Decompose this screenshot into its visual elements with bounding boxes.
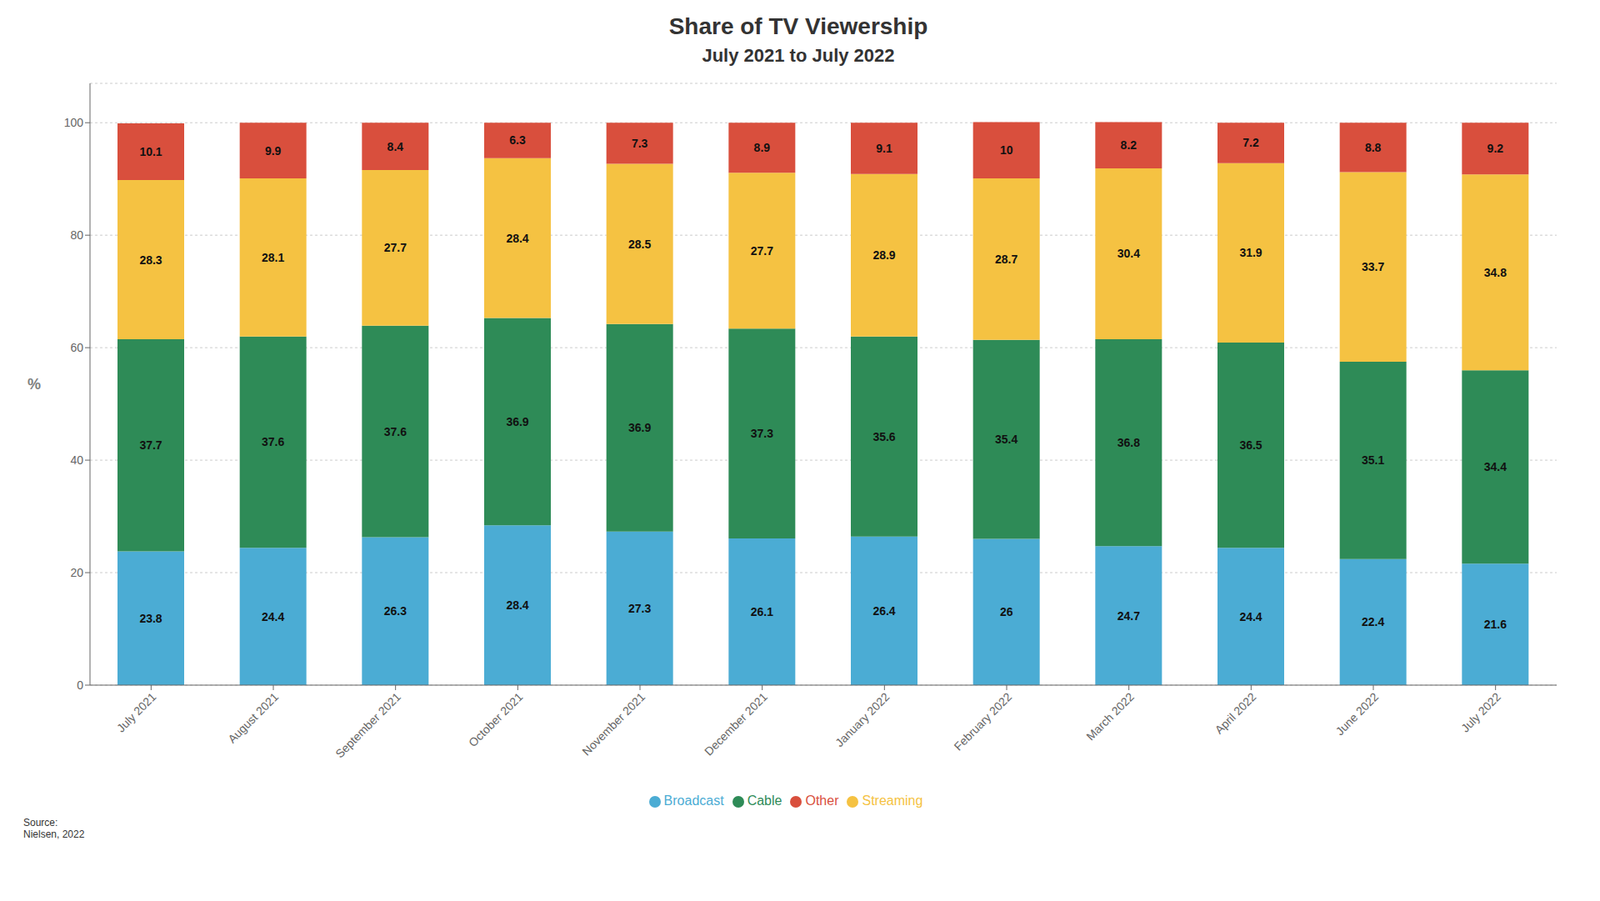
svg-text:26.3: 26.3 xyxy=(384,604,407,618)
svg-text:8.2: 8.2 xyxy=(1120,138,1138,152)
svg-text:36.5: 36.5 xyxy=(1239,438,1262,452)
svg-text:28.4: 28.4 xyxy=(505,231,529,245)
svg-text:30.4: 30.4 xyxy=(1117,246,1140,260)
svg-text:July 2021: July 2021 xyxy=(114,690,160,735)
svg-text:37.3: 37.3 xyxy=(750,426,774,440)
svg-text:33.7: 33.7 xyxy=(1361,260,1385,274)
svg-text:28.1: 28.1 xyxy=(261,250,285,265)
svg-text:November 2021: November 2021 xyxy=(579,690,648,759)
svg-text:100: 100 xyxy=(64,115,85,130)
html-text:Share of TV Viewership: Share of TV Viewership xyxy=(668,13,928,40)
svg-text:31.9: 31.9 xyxy=(1239,245,1262,260)
svg-text:7.2: 7.2 xyxy=(1242,135,1260,150)
svg-text:26.1: 26.1 xyxy=(750,605,774,619)
svg-text:April 2022: April 2022 xyxy=(1212,690,1260,737)
svg-text:37.6: 37.6 xyxy=(384,425,407,439)
svg-text:60: 60 xyxy=(70,340,84,355)
svg-text:40: 40 xyxy=(70,453,84,467)
svg-text:28.3: 28.3 xyxy=(139,253,162,267)
svg-text:8.8: 8.8 xyxy=(1365,140,1382,155)
svg-text:34.4: 34.4 xyxy=(1484,460,1507,474)
svg-text:35.1: 35.1 xyxy=(1361,453,1385,467)
svg-text:26: 26 xyxy=(1000,605,1014,619)
svg-text:9.2: 9.2 xyxy=(1487,141,1505,155)
svg-text:24.4: 24.4 xyxy=(1239,610,1262,624)
svg-text:36.9: 36.9 xyxy=(505,415,529,429)
svg-text:10.1: 10.1 xyxy=(139,145,162,159)
svg-text:28.4: 28.4 xyxy=(505,598,529,612)
html-text:July 2021 to July 2022: July 2021 to July 2022 xyxy=(702,45,895,66)
html-text:Cable: Cable xyxy=(747,793,783,808)
svg-text:80: 80 xyxy=(70,228,84,242)
svg-text:%: % xyxy=(27,375,41,393)
svg-text:26.4: 26.4 xyxy=(872,604,895,618)
svg-text:28.5: 28.5 xyxy=(628,237,651,251)
html-text:Source: Nielsen, 2022: Source: Nielsen, 2022 xyxy=(23,816,85,840)
svg-text:35.6: 35.6 xyxy=(872,430,895,444)
svg-text:21.6: 21.6 xyxy=(1484,617,1507,631)
svg-text:20: 20 xyxy=(70,565,84,580)
svg-text:9.9: 9.9 xyxy=(265,144,282,158)
svg-text:22.4: 22.4 xyxy=(1361,615,1385,629)
svg-text:10: 10 xyxy=(1000,143,1014,157)
html-text:Streaming: Streaming xyxy=(862,793,923,808)
svg-text:27.3: 27.3 xyxy=(628,601,651,615)
svg-text:September 2021: September 2021 xyxy=(332,690,404,761)
svg-text:8.4: 8.4 xyxy=(387,140,405,154)
svg-text:9.1: 9.1 xyxy=(875,141,893,155)
svg-text:27.7: 27.7 xyxy=(384,240,407,255)
html-text:Broadcast: Broadcast xyxy=(663,793,724,808)
svg-text:August 2021: August 2021 xyxy=(225,690,281,746)
svg-text:0: 0 xyxy=(76,678,84,692)
svg-text:January 2022: January 2022 xyxy=(832,690,892,750)
svg-text:June 2022: June 2022 xyxy=(1333,690,1382,739)
svg-text:24.4: 24.4 xyxy=(261,610,285,624)
svg-text:36.8: 36.8 xyxy=(1117,435,1140,450)
svg-text:October 2021: October 2021 xyxy=(465,690,525,750)
svg-text:28.9: 28.9 xyxy=(872,248,895,262)
svg-text:36.9: 36.9 xyxy=(628,420,651,435)
svg-text:July 2022: July 2022 xyxy=(1458,690,1504,735)
svg-text:7.3: 7.3 xyxy=(631,136,649,150)
html-text:Other: Other xyxy=(805,793,839,808)
svg-text:37.6: 37.6 xyxy=(261,435,285,449)
svg-text:6.3: 6.3 xyxy=(509,133,526,147)
svg-text:8.9: 8.9 xyxy=(754,140,771,155)
svg-text:February 2022: February 2022 xyxy=(950,690,1015,754)
svg-text:34.8: 34.8 xyxy=(1484,265,1507,280)
svg-text:23.8: 23.8 xyxy=(139,611,162,625)
svg-text:28.7: 28.7 xyxy=(995,252,1018,266)
svg-text:December 2021: December 2021 xyxy=(701,690,770,759)
svg-text:24.7: 24.7 xyxy=(1117,609,1140,623)
svg-text:27.7: 27.7 xyxy=(750,244,774,258)
svg-text:35.4: 35.4 xyxy=(995,432,1018,446)
svg-text:March 2022: March 2022 xyxy=(1083,690,1137,744)
svg-text:37.7: 37.7 xyxy=(139,438,162,452)
